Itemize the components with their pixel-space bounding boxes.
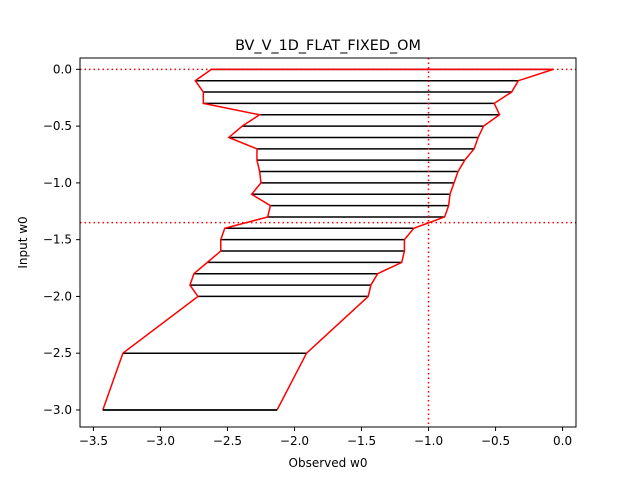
x-tick-label-7: 0.0 — [553, 434, 572, 448]
x-tick-label-0: −3.5 — [79, 434, 108, 448]
y-tick-label-4: −2.0 — [43, 289, 72, 303]
x-tick-label-5: −1.0 — [414, 434, 443, 448]
axes-frame — [79, 57, 577, 428]
chart-title: BV_V_1D_FLAT_FIXED_OM — [235, 38, 421, 54]
x-axis-label: Observed w0 — [289, 456, 368, 470]
row-segments — [102, 68, 554, 411]
y-tick-label-0: 0.0 — [53, 62, 72, 76]
x-tick-label-1: −3.0 — [146, 434, 175, 448]
y-tick-label-2: −1.0 — [43, 176, 72, 190]
y-tick-label-1: −0.5 — [43, 119, 72, 133]
x-tick-label-2: −2.5 — [213, 434, 242, 448]
y-tick-label-5: −2.5 — [43, 346, 72, 360]
y-tick-label-3: −1.5 — [43, 233, 72, 247]
x-tick-label-4: −1.5 — [347, 434, 376, 448]
x-axis-ticks: −3.5 −3.0 −2.5 −2.0 −1.5 −1.0 −0.5 0.0 — [79, 427, 572, 448]
y-axis-ticks: 0.0 −0.5 −1.0 −1.5 −2.0 −2.5 −3.0 — [43, 62, 80, 417]
x-tick-label-3: −2.0 — [280, 434, 309, 448]
right-band-line — [276, 68, 554, 411]
reference-lines — [80, 58, 576, 427]
y-axis-label: Input w0 — [16, 216, 30, 268]
left-band-line — [102, 68, 272, 411]
x-tick-label-6: −0.5 — [481, 434, 510, 448]
y-tick-label-6: −3.0 — [43, 403, 72, 417]
